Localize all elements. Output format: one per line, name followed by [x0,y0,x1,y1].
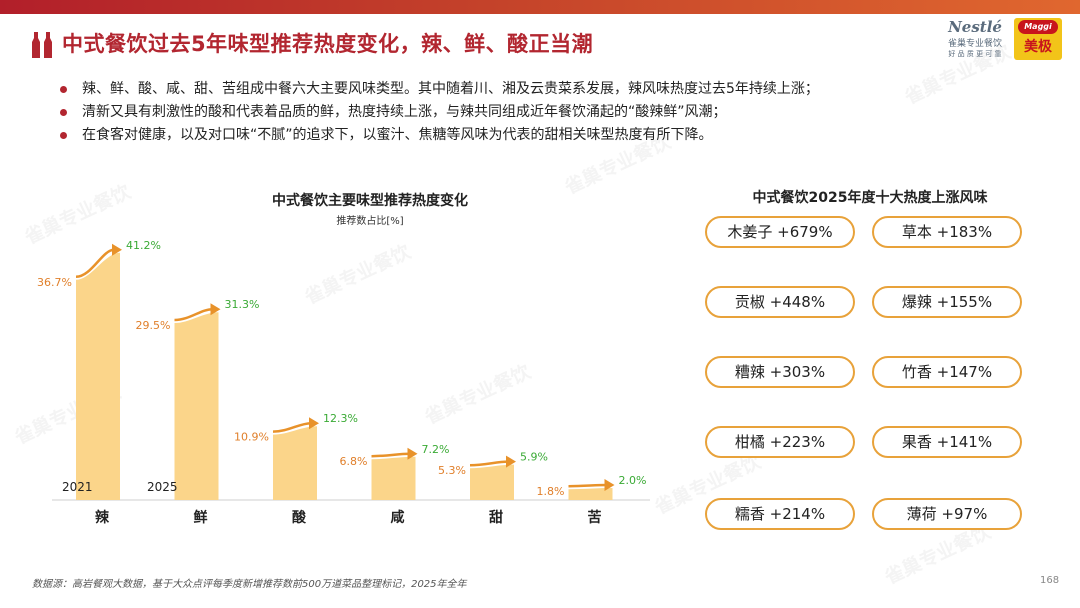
value-label-2021: 29.5% [136,319,171,332]
trend-arrow-line [568,483,607,488]
value-label-2021: 5.3% [438,464,466,477]
trend-arrow-head [407,447,418,460]
chart-subtitle: 推荐数占比[%] [336,216,404,227]
value-label-2025: 2.0% [619,474,647,487]
flavor-pill: 竹香 +147% [872,356,1022,388]
flavor-pill: 糟辣 +303% [705,356,855,388]
category-label: 鲜 [194,509,208,526]
bullet-dot [60,86,67,93]
flavor-pill: 柑橘 +223% [705,426,855,458]
year-label-2025: 2025 [147,480,178,494]
page-number: 168 [1040,575,1060,586]
trend-arrow-head [309,417,319,430]
bullet-item: 辣、鲜、酸、咸、甜、苦组成中餐六大主要风味类型。其中随着川、湘及云贵菜系发展，辣… [58,78,1048,101]
value-label-2025: 5.9% [520,451,548,464]
data-source-note: 数据源：高岩餐观大数据，基于大众点评每季度新增推荐数前500万道菜品整理标记，2… [32,579,467,590]
flavor-pill: 贡椒 +448% [705,286,855,318]
value-label-2021: 36.7% [37,276,72,289]
bottles-icon [32,32,52,58]
flavor-pill: 木姜子 +679% [705,216,855,248]
bullet-text: 辣、鲜、酸、咸、甜、苦组成中餐六大主要风味类型。其中随着川、湘及云贵菜系发展，辣… [82,81,819,97]
trend-arrow-line [272,421,312,433]
trend-arrow-line [174,307,213,322]
trend-arrow-head [506,455,516,468]
bullet-text: 在食客对健康，以及对口味“不腻”的追求下，以蜜汁、焦糖等风味为代表的甜相关味型热… [82,127,713,143]
category-label: 酸 [292,509,307,526]
year-label-2021: 2021 [62,480,93,494]
bar-苦 [568,488,613,500]
flavor-pill: 草本 +183% [872,216,1022,248]
bar-辣 [76,252,120,500]
bar-鲜 [174,312,219,500]
category-label: 甜 [489,509,503,526]
trend-arrow-line [469,460,509,467]
value-label-2021: 1.8% [537,485,565,498]
trend-arrow-line [75,248,115,279]
bar-咸 [371,456,416,500]
value-label-2025: 12.3% [323,412,358,425]
value-label-2021: 10.9% [234,431,269,444]
top10-title: 中式餐饮2025年度十大热度上涨风味 [752,190,988,206]
bullet-text: 清新又具有刺激性的酸和代表着品质的鲜，热度持续上涨，与辣共同组成近年餐饮涌起的“… [82,104,727,120]
bullet-item: 在食客对健康，以及对口味“不腻”的追求下，以蜜汁、焦糖等风味为代表的甜相关味型热… [58,124,1048,147]
flavor-pill: 爆辣 +155% [872,286,1022,318]
category-label: 苦 [588,509,602,526]
flavor-pill: 薄荷 +97% [872,498,1022,530]
trend-arrow-head [210,303,221,316]
nestle-logo-text: Nestlé [948,18,1002,36]
chart-title: 中式餐饮主要味型推荐热度变化 [272,193,468,209]
trend-arrow-line [371,452,410,458]
flavor-pill: 糯香 +214% [705,498,855,530]
nestle-logo: Nestlé 雀巢专业餐饮 好 品 质 更 可 靠 [940,18,1010,59]
nestle-logo-slogan: 好 品 质 更 可 靠 [948,50,1002,58]
page-title: 中式餐饮过去5年味型推荐热度变化，辣、鲜、酸正当潮 [62,32,594,56]
bullet-dot [60,109,67,116]
value-label-2025: 41.2% [126,239,161,252]
value-label-2025: 7.2% [422,443,450,456]
maggi-logo-cn: 美极 [1024,39,1052,55]
bullet-item: 清新又具有刺激性的酸和代表着品质的鲜，热度持续上涨，与辣共同组成近年餐饮涌起的“… [58,101,1048,124]
flavor-pill: 果香 +141% [872,426,1022,458]
top-banner [0,0,1080,14]
trend-arrow-head [604,479,615,491]
bullet-list: 辣、鲜、酸、咸、甜、苦组成中餐六大主要风味类型。其中随着川、湘及云贵菜系发展，辣… [58,78,1048,147]
bar-酸 [273,426,317,500]
bar-甜 [470,464,514,500]
trend-arrow-head [112,243,122,256]
maggi-logo: Maggi 美极 [1014,18,1062,60]
value-label-2025: 31.3% [225,298,260,311]
bar-chart: 36.7% 41.2% 辣 29.5% 31.3% 鲜 10.9% 12.3% 酸 6.8% 7.2… [37,239,650,526]
bullet-dot [60,132,67,139]
category-label: 辣 [95,509,110,526]
value-label-2021: 6.8% [340,455,368,468]
maggi-logo-text: Maggi [1018,20,1058,34]
nestle-logo-subtext: 雀巢专业餐饮 [947,39,1002,49]
category-label: 咸 [391,509,405,526]
